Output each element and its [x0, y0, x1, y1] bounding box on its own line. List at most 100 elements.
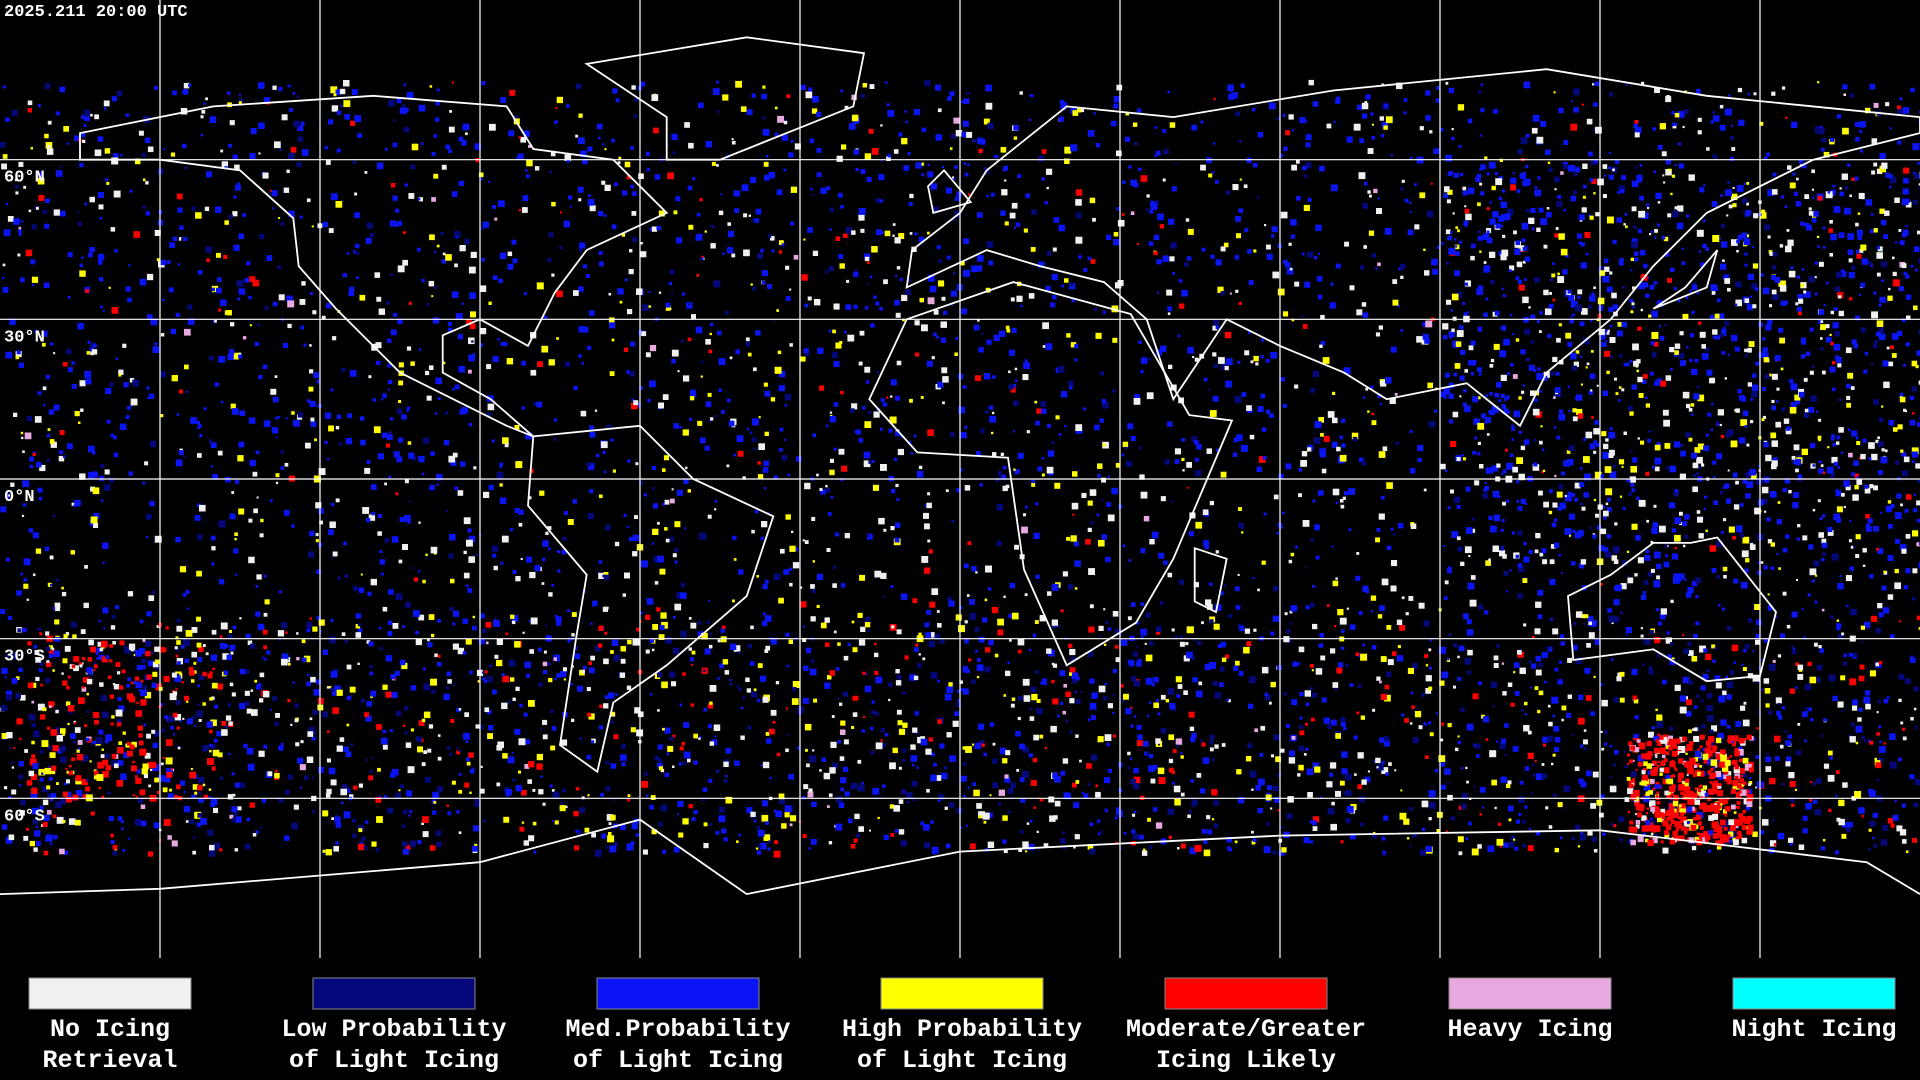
icing-pixel [398, 380, 404, 386]
icing-pixel [1489, 251, 1496, 258]
icing-pixel [1887, 818, 1894, 824]
icing-pixel [1739, 503, 1744, 507]
icing-pixel [1327, 724, 1332, 729]
icing-pixel [851, 726, 855, 729]
icing-pixel [1473, 743, 1477, 747]
icing-pixel [119, 423, 127, 430]
icing-pixel [895, 275, 898, 278]
icing-pixel [368, 641, 374, 647]
icing-pixel [225, 476, 231, 483]
icing-pixel [404, 731, 408, 735]
icing-pixel [610, 711, 615, 716]
icing-pixel [598, 725, 604, 730]
icing-pixel [1465, 837, 1469, 840]
icing-pixel [936, 335, 939, 339]
icing-pixel [300, 325, 305, 330]
icing-pixel [1, 733, 8, 739]
icing-pixel [825, 424, 829, 428]
icing-pixel [1916, 542, 1920, 547]
icing-pixel [864, 421, 872, 428]
icing-pixel [1514, 691, 1520, 696]
icing-pixel [1602, 506, 1606, 509]
icing-pixel [1558, 413, 1566, 421]
icing-pixel [759, 675, 767, 682]
icing-pixel [1165, 699, 1169, 703]
icing-pixel [1513, 671, 1516, 674]
icing-pixel [1440, 738, 1444, 742]
icing-pixel [68, 818, 76, 825]
icing-pixel [1054, 775, 1061, 783]
icing-pixel [708, 599, 711, 602]
icing-pixel [1307, 792, 1313, 798]
icing-pixel [1674, 534, 1681, 542]
icing-pixel [197, 269, 203, 275]
icing-pixel [1253, 628, 1257, 632]
icing-pixel [1437, 245, 1441, 249]
icing-pixel [996, 540, 1002, 546]
icing-pixel [1, 705, 8, 712]
icing-pixel [985, 84, 992, 92]
icing-pixel [291, 524, 295, 528]
icing-pixel [1390, 527, 1394, 531]
icing-pixel [827, 805, 830, 808]
icing-pixel [402, 544, 408, 550]
icing-pixel [34, 329, 38, 334]
icing-pixel [1362, 312, 1369, 318]
icing-pixel [927, 163, 930, 167]
icing-pixel [1513, 838, 1516, 841]
icing-pixel [1563, 140, 1569, 145]
icing-pixel [1623, 363, 1627, 367]
icing-pixel [1591, 178, 1597, 184]
icing-pixel [591, 832, 596, 838]
icing-pixel [788, 639, 793, 644]
icing-pixel [358, 828, 363, 833]
icing-pixel [1779, 744, 1784, 749]
icing-pixel [896, 629, 902, 635]
icing-pixel [462, 651, 467, 655]
icing-pixel [1340, 716, 1346, 723]
icing-pixel [727, 222, 731, 226]
icing-pixel [598, 625, 604, 631]
icing-pixel [1647, 438, 1651, 443]
icing-pixel [664, 527, 668, 531]
icing-pixel [499, 497, 507, 505]
icing-pixel [1477, 396, 1481, 400]
icing-pixel [1002, 465, 1007, 470]
icing-pixel [645, 614, 651, 620]
icing-pixel [832, 329, 836, 334]
icing-pixel [479, 788, 485, 794]
icing-pixel [284, 835, 290, 841]
icing-pixel [610, 720, 614, 724]
icing-pixel [1120, 684, 1124, 688]
icing-pixel [640, 560, 648, 568]
icing-pixel [1354, 773, 1357, 776]
icing-pixel [1273, 494, 1279, 500]
icing-pixel [1066, 536, 1070, 541]
icing-pixel [1657, 733, 1661, 737]
icing-pixel [496, 472, 504, 479]
icing-pixel [1024, 359, 1028, 362]
icing-pixel [1410, 523, 1417, 529]
icing-pixel [901, 789, 907, 795]
icing-pixel [1878, 303, 1882, 307]
icing-pixel [507, 263, 514, 270]
icing-pixel [1559, 360, 1564, 365]
icing-pixel [1227, 84, 1234, 92]
icing-pixel [1187, 228, 1194, 235]
icing-pixel [992, 452, 997, 457]
icing-pixel [232, 649, 235, 652]
icing-pixel [627, 798, 631, 802]
icing-pixel [21, 514, 25, 517]
icing-pixel [478, 724, 484, 730]
icing-pixel [968, 193, 971, 196]
icing-pixel [316, 379, 321, 384]
icing-pixel [1237, 573, 1240, 576]
icing-pixel [1168, 758, 1174, 764]
icing-pixel [746, 807, 753, 814]
icing-pixel [57, 747, 63, 754]
icing-pixel [56, 782, 59, 785]
icing-pixel [1460, 767, 1464, 770]
icing-pixel [1861, 736, 1865, 740]
icing-pixel [1604, 742, 1608, 746]
icing-pixel [988, 639, 994, 646]
